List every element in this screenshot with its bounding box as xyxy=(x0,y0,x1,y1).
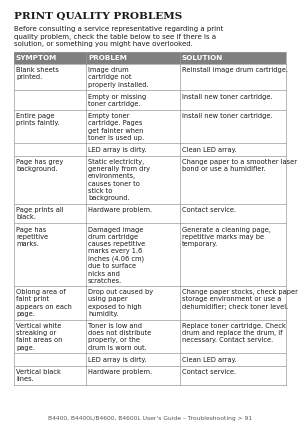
Text: Hardware problem.: Hardware problem. xyxy=(88,207,152,213)
Bar xyxy=(14,156,286,204)
Text: Before consulting a service representative regarding a print: Before consulting a service representati… xyxy=(14,26,223,32)
Text: SYMPTOM: SYMPTOM xyxy=(16,55,57,61)
Text: Page prints all
black.: Page prints all black. xyxy=(16,207,64,220)
Text: Page has grey
background.: Page has grey background. xyxy=(16,158,63,172)
Text: Reinstall image drum cartridge.: Reinstall image drum cartridge. xyxy=(182,67,288,73)
Text: Empty toner
cartridge. Pages
get fainter when
toner is used up.: Empty toner cartridge. Pages get fainter… xyxy=(88,113,144,141)
Text: Hardware problem.: Hardware problem. xyxy=(88,368,152,374)
Text: Contact service.: Contact service. xyxy=(182,207,236,213)
Text: Clean LED array.: Clean LED array. xyxy=(182,356,236,362)
Text: Install new toner cartridge.: Install new toner cartridge. xyxy=(182,93,272,99)
Text: LED array is dirty.: LED array is dirty. xyxy=(88,356,147,362)
Text: Replace toner cartridge. Check
drum and replace the drum, if
necessary. Contact : Replace toner cartridge. Check drum and … xyxy=(182,322,286,343)
Text: B4400, B4400L/B4600, B4600L User’s Guide – Troubleshooting > 91: B4400, B4400L/B4600, B4600L User’s Guide… xyxy=(48,415,252,420)
Text: Blank sheets
printed.: Blank sheets printed. xyxy=(16,67,59,80)
Text: Vertical white
streaking or
faint areas on
page.: Vertical white streaking or faint areas … xyxy=(16,322,62,350)
Bar xyxy=(14,204,286,224)
Text: LED array is dirty.: LED array is dirty. xyxy=(88,147,147,153)
Text: Contact service.: Contact service. xyxy=(182,368,236,374)
Text: Change paper to a smoother laser
bond or use a humidifier.: Change paper to a smoother laser bond or… xyxy=(182,158,297,172)
Text: Empty or missing
toner cartridge.: Empty or missing toner cartridge. xyxy=(88,93,146,106)
Text: Oblong area of
faint print
appears on each
page.: Oblong area of faint print appears on ea… xyxy=(16,288,72,316)
Text: quality problem, check the table below to see if there is a: quality problem, check the table below t… xyxy=(14,33,216,40)
Text: PRINT QUALITY PROBLEMS: PRINT QUALITY PROBLEMS xyxy=(14,12,182,21)
Text: Vertical black
lines.: Vertical black lines. xyxy=(16,368,61,381)
Text: Toner is low and
does not distribute
properly, or the
drum is worn out.: Toner is low and does not distribute pro… xyxy=(88,322,151,350)
Bar xyxy=(14,224,286,286)
Bar xyxy=(14,366,286,385)
Text: Generate a cleaning page,
repetitive marks may be
temporary.: Generate a cleaning page, repetitive mar… xyxy=(182,226,271,247)
Text: Change paper stocks, check paper
storage environment or use a
dehumidifier; chec: Change paper stocks, check paper storage… xyxy=(182,288,298,309)
Text: Static electricity,
generally from dry
environments,
causes toner to
stick to
ba: Static electricity, generally from dry e… xyxy=(88,158,150,201)
Text: Clean LED array.: Clean LED array. xyxy=(182,147,236,153)
Bar xyxy=(14,64,286,91)
Bar xyxy=(14,320,286,354)
Bar xyxy=(14,354,286,366)
Text: Image drum
cartridge not
properly installed.: Image drum cartridge not properly instal… xyxy=(88,67,149,87)
Text: Page has
repetitive
marks.: Page has repetitive marks. xyxy=(16,226,48,247)
Text: Drop out caused by
using paper
exposed to high
humidity.: Drop out caused by using paper exposed t… xyxy=(88,288,153,316)
Bar xyxy=(14,144,286,156)
Text: Entire page
prints faintly.: Entire page prints faintly. xyxy=(16,113,59,126)
Text: SOLUTION: SOLUTION xyxy=(182,55,223,61)
Bar xyxy=(14,286,286,320)
Text: solution, or something you might have overlooked.: solution, or something you might have ov… xyxy=(14,41,193,47)
Bar xyxy=(14,52,286,64)
Bar xyxy=(14,110,286,144)
Text: Install new toner cartridge.: Install new toner cartridge. xyxy=(182,113,272,119)
Text: Damaged image
drum cartridge
causes repetitive
marks every 1.6
inches (4.06 cm)
: Damaged image drum cartridge causes repe… xyxy=(88,226,145,283)
Bar xyxy=(14,91,286,110)
Text: PROBLEM: PROBLEM xyxy=(88,55,127,61)
